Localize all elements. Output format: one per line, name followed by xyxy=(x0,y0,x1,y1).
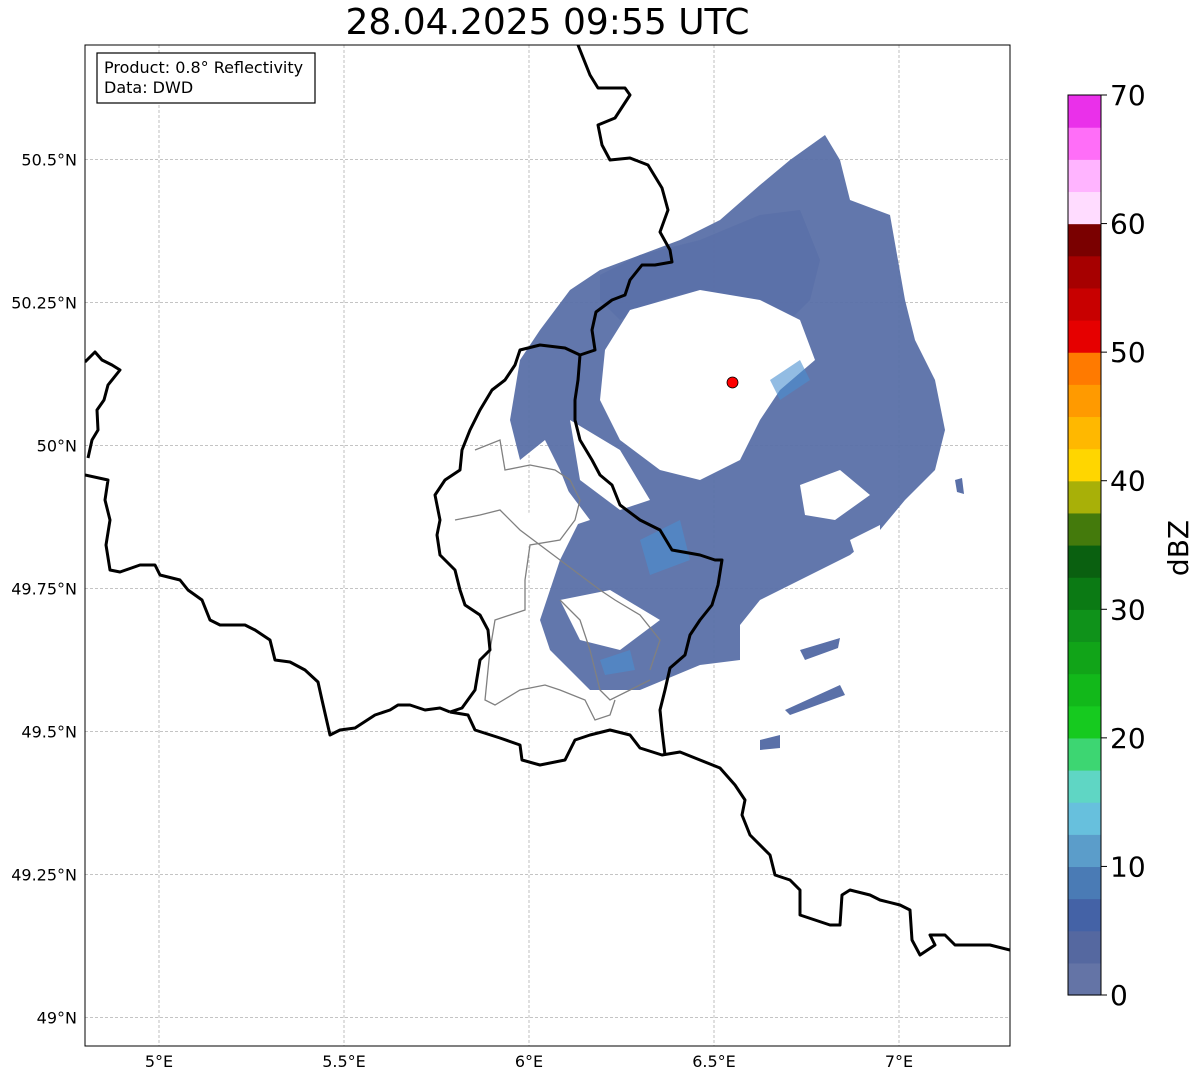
echo-gap-center xyxy=(600,290,815,480)
echo-patch-east xyxy=(955,478,964,494)
colorbar-segment xyxy=(1068,384,1101,418)
echo-gap-1 xyxy=(570,420,650,510)
border-be-nl-northwest xyxy=(85,350,122,459)
colorbar-segment xyxy=(1068,448,1101,482)
echo-bright-streak-3 xyxy=(600,650,635,675)
colorbar-segment xyxy=(1068,930,1101,964)
colorbar-segment xyxy=(1068,416,1101,450)
lat-tick-label: 50.25°N xyxy=(11,293,77,312)
colorbar-segment xyxy=(1068,737,1101,771)
colorbar-segment xyxy=(1068,223,1101,257)
colorbar-segment xyxy=(1068,866,1101,900)
info-product: Product: 0.8° Reflectivity xyxy=(104,58,303,77)
lat-tick-label: 50°N xyxy=(37,436,77,455)
colorbar-segment xyxy=(1068,480,1101,514)
colorbar-segment xyxy=(1068,770,1101,803)
colorbar-segment xyxy=(1068,545,1101,578)
map-frame xyxy=(84,44,1011,1047)
colorbar-segment xyxy=(1068,641,1101,675)
colorbar-segment xyxy=(1068,127,1101,160)
border-be-lu-fr xyxy=(433,343,581,714)
lon-tick-label: 7°E xyxy=(885,1052,913,1071)
lat-tick-label: 49.5°N xyxy=(21,722,77,741)
lat-tick-label: 49.25°N xyxy=(11,865,77,884)
colorbar-segment xyxy=(1068,962,1101,996)
colorbar-tick-label: 10 xyxy=(1110,850,1146,883)
colorbar-tick-label: 70 xyxy=(1110,79,1146,112)
province-boundary-west xyxy=(474,439,616,721)
colorbar-segment xyxy=(1068,352,1101,385)
echo-patch-southeast-2 xyxy=(800,638,840,660)
colorbar-segment xyxy=(1068,705,1101,739)
colorbar-tick-label: 40 xyxy=(1110,465,1146,498)
province-boundary-middle xyxy=(559,599,651,701)
lon-tick-label: 6°E xyxy=(515,1052,543,1071)
colorbar: 0 10 20 30 40 50 60 70 dBZ xyxy=(1067,79,1195,1012)
info-box: Product: 0.8° Reflectivity Data: DWD xyxy=(96,52,316,104)
colorbar-tick-label: 30 xyxy=(1110,593,1146,626)
map-title: 28.04.2025 09:55 UTC xyxy=(345,2,750,43)
info-box-frame xyxy=(96,52,316,104)
colorbar-segment xyxy=(1068,287,1101,321)
info-source: Data: DWD xyxy=(104,78,193,97)
lon-tick-label: 6.5°E xyxy=(692,1052,736,1071)
border-fr-lu-de xyxy=(449,710,1010,957)
echo-gap-2 xyxy=(530,470,590,530)
lon-tick-label: 5°E xyxy=(145,1052,173,1071)
echo-patch-southeast-1 xyxy=(785,685,845,715)
colorbar-segment xyxy=(1068,320,1101,353)
echo-bright-streak-2 xyxy=(640,520,690,575)
lat-tick-label: 50.5°N xyxy=(21,150,77,169)
axis-labels: 5°E 5.5°E 6°E 6.5°E 7°E 50.5°N 50.25°N 50°N 49.7… xyxy=(11,150,913,1071)
colorbar-segment xyxy=(1068,512,1101,546)
echo-gap-6 xyxy=(850,525,880,555)
colorbar-tick-label: 20 xyxy=(1110,722,1146,755)
colorbar-segment xyxy=(1068,898,1101,932)
reflectivity-echoes xyxy=(500,135,964,750)
echo-bright-streak-1 xyxy=(770,360,810,400)
echo-gap-5 xyxy=(500,510,550,550)
colorbar-tick-label: 50 xyxy=(1110,336,1146,369)
colorbar-segment xyxy=(1068,577,1101,610)
echo-patch-south xyxy=(760,735,780,750)
colorbar-segment xyxy=(1068,159,1101,193)
colorbar-tick-label: 0 xyxy=(1110,979,1128,1012)
colorbar-title: dBZ xyxy=(1162,520,1195,576)
colorbar-segment xyxy=(1068,95,1101,128)
lat-tick-label: 49°N xyxy=(37,1008,77,1027)
radar-site-marker xyxy=(726,376,739,389)
colorbar-frame xyxy=(1067,94,1102,996)
minor-borders xyxy=(454,439,661,721)
colorbar-segment xyxy=(1068,609,1101,643)
border-be-fr-west xyxy=(85,473,451,737)
colorbar-segment xyxy=(1068,191,1101,225)
colorbar-tick-label: 60 xyxy=(1110,208,1146,241)
colorbar-segment xyxy=(1068,673,1101,707)
province-boundary-south xyxy=(454,509,661,671)
echo-northern-ring xyxy=(600,210,820,320)
colorbar-segment xyxy=(1068,255,1101,289)
echo-gap-3 xyxy=(800,470,870,520)
lon-tick-label: 5.5°E xyxy=(322,1052,366,1071)
colorbar-segment xyxy=(1068,834,1101,868)
lat-tick-label: 49.75°N xyxy=(11,579,77,598)
colorbar-segment xyxy=(1068,802,1101,835)
national-borders xyxy=(85,45,1010,957)
